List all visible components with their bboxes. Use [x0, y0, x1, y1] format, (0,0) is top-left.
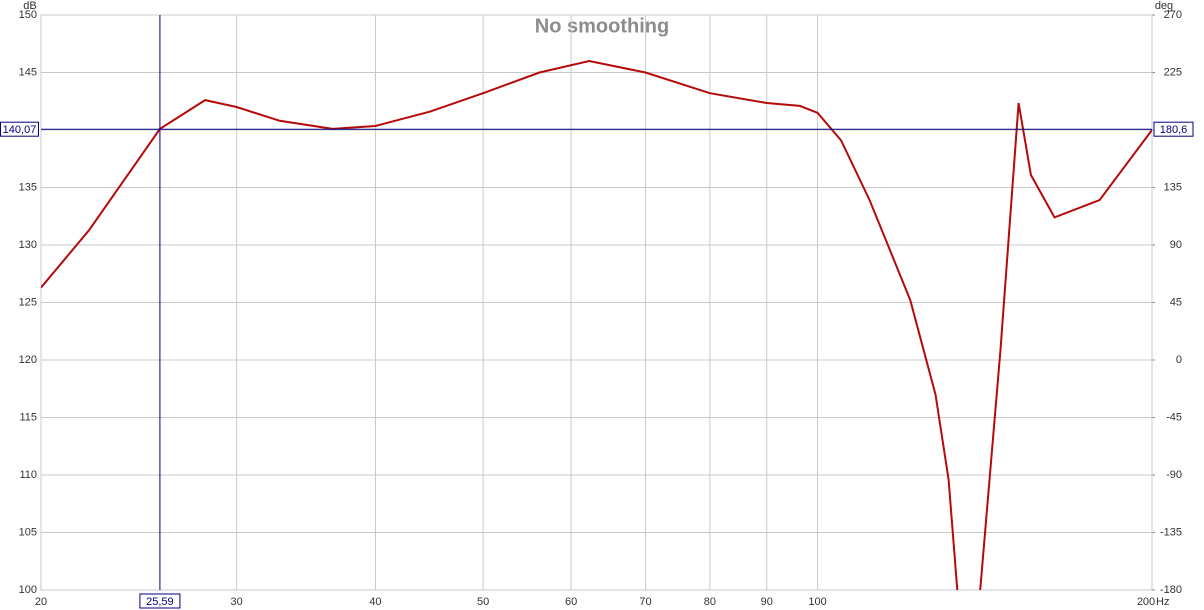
y-tick-label: 105: [19, 526, 37, 538]
cursor-label: 140,07: [3, 124, 37, 136]
y2-tick-label: 270: [1164, 9, 1182, 21]
y-tick-label: 150: [19, 9, 37, 21]
y2-tick-label: -90: [1166, 469, 1182, 481]
x-tick-label: 50: [477, 596, 489, 608]
x-tick-label: 20: [35, 596, 47, 608]
x-unit: Hz: [1156, 596, 1169, 608]
y2-tick-label: -45: [1166, 411, 1182, 423]
x-tick-label: 90: [761, 596, 773, 608]
line: [41, 59, 1152, 590]
y-tick-label: 110: [19, 469, 37, 481]
y2-tick-label: 135: [1164, 181, 1182, 193]
y2-tick-label: 225: [1164, 66, 1182, 78]
cursor-label: 25,59: [146, 596, 174, 608]
y-tick-label: 135: [19, 181, 37, 193]
y-axis-label: dB: [23, 0, 36, 12]
cursor-label-box: [139, 593, 181, 609]
y2-tick-label: 90: [1170, 239, 1182, 251]
cursor-label: 180,6: [1160, 124, 1188, 136]
x-tick-label: 70: [639, 596, 651, 608]
x-tick-label: 60: [565, 596, 577, 608]
y2-axis-label: deg: [1155, 0, 1173, 12]
cursor-label-box: [1153, 121, 1194, 137]
cursor-label-box: [0, 121, 39, 137]
y-tick-label: 120: [19, 354, 37, 366]
y-tick-label: 115: [19, 411, 37, 423]
y2-tick-label: 0: [1176, 354, 1182, 366]
x-tick-label: 30: [231, 596, 243, 608]
x-tick-label: 100: [808, 596, 826, 608]
x-tick-label: 40: [369, 596, 381, 608]
y-tick-label: 100: [19, 584, 37, 596]
chart-title: No smoothing: [535, 15, 669, 37]
y2-tick-label: -180: [1160, 584, 1182, 596]
y2-tick-label: 45: [1170, 296, 1182, 308]
y-tick-label: 145: [19, 66, 37, 78]
y-tick-label: 130: [19, 239, 37, 251]
x-tick-label: 200: [1137, 596, 1155, 608]
y-tick-label: 125: [19, 296, 37, 308]
series: [41, 59, 1152, 590]
x-tick-label: 80: [704, 596, 716, 608]
y2-tick-label: -135: [1160, 526, 1182, 538]
